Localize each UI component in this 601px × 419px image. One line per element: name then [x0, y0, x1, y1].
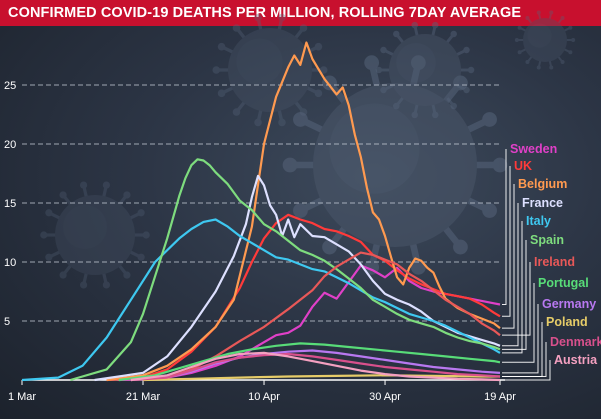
legend-label-germany: Germany: [542, 297, 596, 311]
virus-particle: [40, 181, 150, 289]
legend-leader-line: [502, 166, 511, 317]
x-tick-label: 10 Apr: [248, 391, 280, 403]
legend-label-italy: Italy: [526, 214, 551, 228]
series-line-ireland: [130, 251, 501, 382]
legend-leader-line: [502, 184, 515, 329]
series-line-italy: [21, 218, 501, 382]
x-tick-label: 1 Mar: [8, 391, 36, 403]
x-tick-label: 21 Mar: [126, 391, 161, 403]
legend: Sweden UK Belgium France Italy Spain Ireland Po…: [502, 142, 601, 381]
legend-label-spain: Spain: [530, 233, 564, 247]
legend-label-ireland: Ireland: [534, 255, 575, 269]
virus-particle: [282, 55, 508, 275]
title-bar: CONFIRMED COVID-19 DEATHS PER MILLION, R…: [0, 0, 601, 26]
legend-leader-line: [502, 262, 531, 336]
legend-label-poland: Poland: [546, 315, 588, 329]
grid: 5 10 15 20 25: [4, 80, 500, 328]
virus-particle: [514, 10, 576, 70]
virus-background: [40, 10, 576, 289]
legend-leader-line: [502, 221, 523, 354]
legend-leader-line: [502, 149, 507, 305]
series-line-belgium: [106, 41, 501, 382]
axes: 1 Mar 21 Mar 10 Apr 30 Apr 19 Apr: [8, 379, 516, 403]
legend-label-uk: UK: [514, 159, 532, 173]
y-tick-label: 15: [4, 198, 16, 210]
series-line-denmark: [130, 352, 501, 382]
legend-leader-line: [502, 342, 547, 377]
virus-particle: [212, 13, 328, 127]
legend-label-belgium: Belgium: [518, 177, 567, 191]
legend-label-portugal: Portugal: [538, 276, 589, 290]
series-line-spain: [70, 158, 501, 382]
legend-leader-line: [502, 304, 539, 374]
chart-title: CONFIRMED COVID-19 DEATHS PER MILLION, R…: [8, 5, 522, 21]
legend-label-denmark: Denmark: [550, 335, 601, 349]
legend-leader-line: [502, 203, 519, 347]
legend-leader-line: [502, 283, 535, 363]
legend-leader-line: [502, 240, 527, 350]
series-line-austria: [130, 351, 501, 382]
legend-label-austria: Austria: [554, 353, 598, 367]
series-line-poland: [142, 374, 500, 382]
series-lines: [21, 41, 501, 382]
legend-label-sweden: Sweden: [510, 142, 557, 156]
series-line-portugal: [118, 342, 501, 382]
y-tick-label: 5: [4, 316, 10, 328]
legend-leader-line: [502, 360, 551, 381]
y-tick-label: 10: [4, 257, 16, 269]
legend-label-france: France: [522, 196, 563, 210]
y-tick-label: 20: [4, 139, 16, 151]
x-tick-label: 30 Apr: [369, 391, 401, 403]
x-tick-label: 19 Apr: [484, 391, 516, 403]
virus-particle: [375, 21, 475, 119]
y-tick-label: 25: [4, 80, 16, 92]
